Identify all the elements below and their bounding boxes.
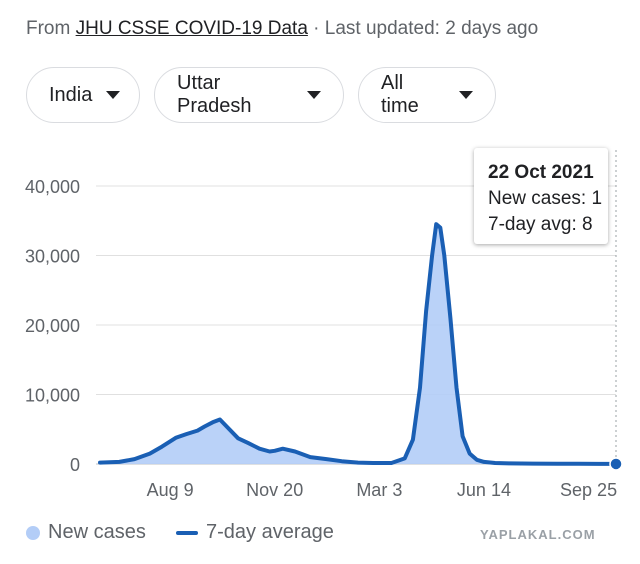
chevron-down-icon: [459, 91, 473, 99]
x-tick-label: Sep 25: [560, 480, 617, 500]
y-tick-label: 10,000: [25, 386, 80, 406]
highlight-point: [609, 457, 623, 471]
x-tick-label: Aug 9: [147, 480, 194, 500]
legend-new-cases: New cases: [26, 521, 146, 544]
average-line: [98, 222, 618, 466]
watermark: YAPLAKAL.COM: [480, 527, 596, 542]
source-prefix: From: [26, 18, 76, 39]
cases-chart[interactable]: 0 10,000 20,000 30,000 40,000 Aug 9 Nov 20 Mar …: [0, 0, 640, 520]
source-link[interactable]: JHU CSSE COVID-19 Data: [75, 18, 308, 39]
x-tick-label: Nov 20: [246, 480, 303, 500]
country-label: India: [49, 83, 93, 106]
x-tick-label: Mar 3: [356, 480, 402, 500]
chevron-down-icon: [307, 91, 321, 99]
legend-7day-average: 7-day average: [176, 521, 334, 544]
y-tick-label: 20,000: [25, 316, 80, 336]
legend-average-label: 7-day average: [206, 521, 334, 543]
country-dropdown[interactable]: India: [26, 67, 140, 123]
region-dropdown[interactable]: Uttar Pradesh: [154, 67, 344, 123]
y-tick-label: 30,000: [25, 247, 80, 267]
tooltip-date: 22 Oct 2021: [488, 162, 594, 183]
tooltip-average: 7-day avg: 8: [488, 214, 593, 235]
time-range-label: All time: [381, 72, 419, 117]
tooltip-new-cases: New cases: 1: [488, 188, 603, 209]
chart-tooltip: 22 Oct 2021 New cases: 1 7-day avg: 8: [474, 148, 608, 244]
new-cases-area: [100, 224, 616, 464]
chevron-down-icon: [106, 91, 121, 99]
region-label: Uttar Pradesh: [177, 72, 252, 117]
last-updated-text: · Last updated: 2 days ago: [307, 18, 539, 39]
data-source-line: From JHU CSSE COVID-19 Data · Last updat…: [26, 18, 538, 40]
line-icon: [176, 530, 198, 535]
y-tick-label: 40,000: [25, 177, 80, 197]
x-tick-label: Jun 14: [457, 480, 511, 500]
y-tick-label: 0: [70, 455, 80, 475]
dot-icon: [26, 525, 40, 540]
time-range-dropdown[interactable]: All time: [358, 67, 496, 123]
legend-new-cases-label: New cases: [48, 521, 146, 543]
